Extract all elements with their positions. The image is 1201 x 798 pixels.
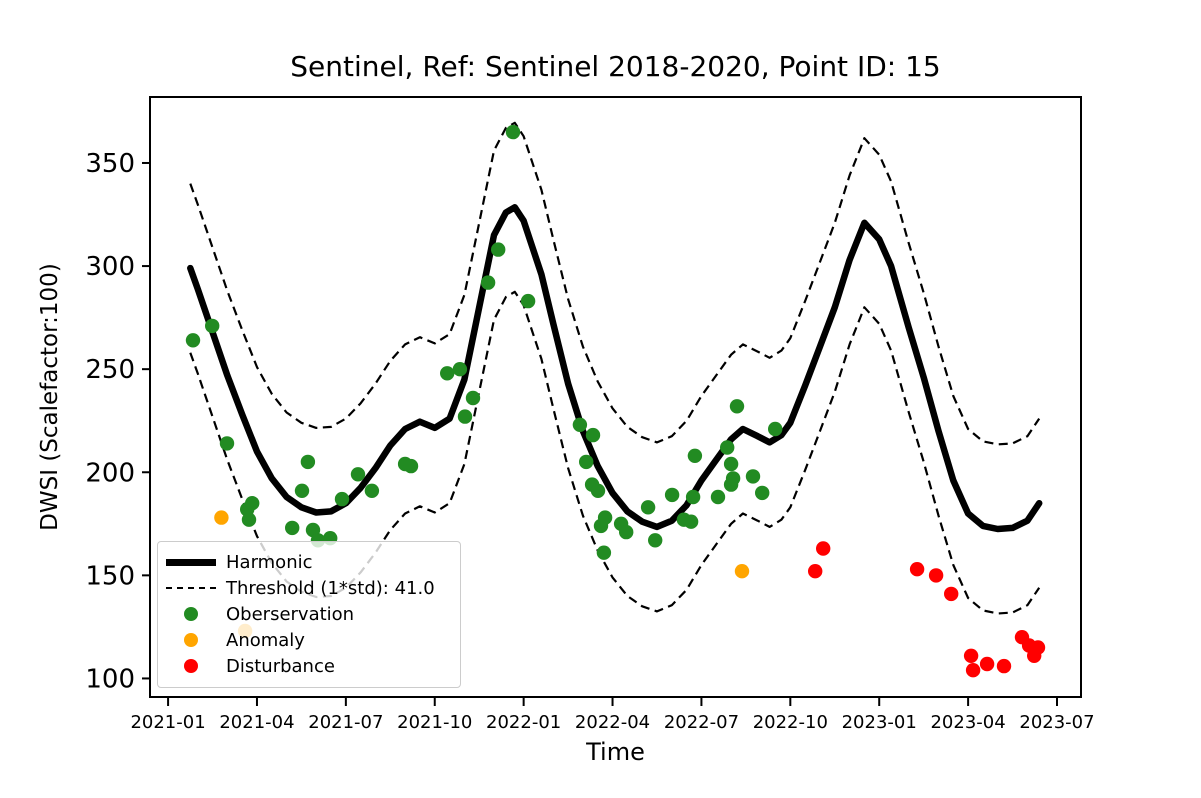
x-tick-label: 2021-07: [308, 712, 383, 733]
observation-point: [300, 454, 316, 470]
x-tick-label: 2021-01: [130, 712, 205, 733]
observation-point: [465, 390, 481, 406]
observation-point: [285, 520, 300, 536]
observation-point: [350, 467, 366, 482]
observation-point: [596, 545, 612, 560]
disturbance-point: [965, 663, 981, 678]
anomaly-dot-swatch: [166, 633, 216, 647]
observation-point: [403, 458, 419, 474]
y-tick-label: 150: [85, 561, 135, 591]
x-tick-label: 2022-07: [664, 712, 739, 733]
disturbance-point: [928, 568, 944, 583]
disturbance-point: [996, 658, 1012, 674]
disturbance-dot-swatch: [166, 659, 216, 673]
x-tick-label: 2023-04: [930, 712, 1005, 733]
observation-point: [585, 427, 601, 443]
observation-point: [683, 514, 699, 529]
legend-label-threshold: Threshold (1*std): 41.0: [226, 577, 435, 599]
legend-label-harmonic: Harmonic: [226, 551, 313, 573]
observation-point: [755, 485, 770, 501]
threshold-lower-line: [189, 290, 1041, 615]
observation-point: [619, 524, 634, 540]
observation-point: [505, 124, 521, 140]
observation-point: [491, 242, 506, 257]
axes-frame: [149, 96, 1082, 698]
observation-point: [729, 399, 745, 414]
y-tick-label: 300: [85, 252, 135, 282]
anomaly-point: [214, 510, 229, 525]
x-tick-label: 2021-04: [219, 712, 294, 733]
disturbance-point: [816, 541, 831, 556]
y-tick-label: 350: [85, 149, 135, 179]
observation-point: [219, 436, 235, 451]
observation-point: [294, 483, 310, 498]
legend-label-anomaly: Anomaly: [226, 629, 305, 651]
anomaly-point: [734, 564, 750, 579]
legend-item-anomaly: Anomaly: [158, 627, 460, 653]
x-tick-label: 2022-10: [753, 712, 828, 733]
observation-point: [648, 533, 663, 548]
threshold-upper-line: [189, 121, 1041, 446]
harmonic-line-swatch: [166, 558, 216, 566]
y-tick-label: 200: [85, 458, 135, 488]
observation-point: [572, 417, 588, 432]
observation-point: [364, 483, 380, 498]
legend-item-observation: Oberservation: [158, 601, 460, 627]
observation-point: [725, 471, 741, 486]
legend-item-harmonic: Harmonic: [158, 549, 460, 575]
observation-point: [664, 487, 680, 503]
observation-point: [334, 491, 350, 507]
disturbance-point: [944, 586, 959, 602]
observation-point: [440, 366, 455, 381]
chart-title: Sentinel, Ref: Sentinel 2018-2020, Point…: [290, 50, 941, 83]
observation-point: [745, 469, 761, 484]
observation-point: [457, 409, 473, 424]
x-tick-label: 2023-07: [1019, 712, 1094, 733]
legend: Harmonic Threshold (1*std): 41.0 Oberser…: [157, 541, 461, 688]
observation-dot-swatch: [166, 607, 216, 621]
disturbance-point: [808, 564, 823, 579]
observation-point: [597, 510, 613, 525]
observation-point: [245, 496, 260, 511]
observation-point: [520, 293, 536, 309]
threshold-dash-swatch: [166, 587, 216, 589]
observation-point: [205, 318, 220, 334]
disturbance-point: [963, 648, 979, 663]
y-tick-label: 250: [85, 355, 135, 385]
observation-point: [720, 440, 735, 455]
observation-point: [480, 275, 496, 290]
legend-item-threshold: Threshold (1*std): 41.0: [158, 575, 460, 601]
observation-point: [185, 333, 201, 348]
observation-point: [640, 500, 656, 515]
x-tick-label: 2023-01: [842, 712, 917, 733]
observation-point: [685, 489, 701, 505]
observation-point: [452, 362, 468, 377]
legend-item-disturbance: Disturbance: [158, 653, 460, 679]
observation-point: [723, 456, 739, 472]
y-tick-label: 100: [85, 664, 135, 694]
disturbance-point: [909, 562, 925, 577]
harmonic-line: [187, 204, 1043, 533]
legend-label-disturbance: Disturbance: [226, 655, 335, 677]
observation-point: [768, 421, 783, 437]
disturbance-point: [1030, 640, 1046, 655]
x-axis-label: Time: [586, 738, 645, 766]
observation-point: [687, 448, 703, 463]
observation-point: [590, 483, 606, 498]
x-tick-label: 2022-01: [486, 712, 561, 733]
legend-label-observation: Oberservation: [226, 603, 355, 625]
observation-point: [710, 489, 726, 505]
disturbance-point: [979, 656, 995, 672]
observation-point: [579, 454, 594, 470]
observation-point: [241, 512, 257, 527]
x-tick-label: 2021-10: [397, 712, 472, 733]
x-tick-label: 2022-04: [575, 712, 650, 733]
